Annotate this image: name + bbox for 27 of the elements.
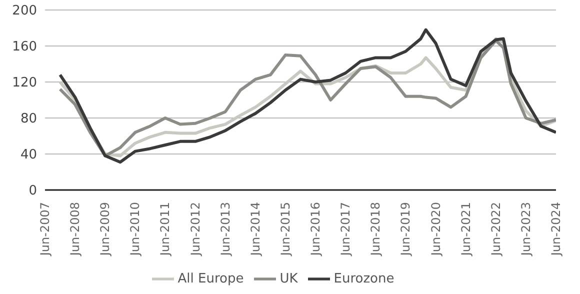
x-tick-label: Jun-2018	[368, 202, 383, 257]
x-tick-label: Jun-2014	[248, 202, 262, 257]
legend-label: Eurozone	[334, 272, 394, 287]
x-tick-label: Jun-2015	[278, 202, 292, 257]
x-tick-label: Jun-2022	[488, 202, 503, 257]
x-tick-label: Jun-2008	[68, 202, 82, 257]
x-tick-label: Jun-2023	[518, 202, 533, 257]
x-tick-label: Jun-2010	[128, 202, 142, 257]
y-tick-label: 40	[20, 148, 37, 163]
x-tick-label: Jun-2007	[38, 202, 52, 257]
x-tick-label: Jun-2016	[308, 202, 323, 257]
legend-label: All Europe	[178, 272, 244, 287]
x-tick-label: Jun-2009	[98, 202, 112, 257]
x-tick-label: Jun-2024	[549, 202, 563, 257]
x-tick-label: Jun-2019	[398, 202, 413, 257]
x-tick-label: Jun-2017	[338, 202, 353, 257]
x-tick-label: Jun-2011	[158, 202, 172, 257]
x-tick-label: Jun-2021	[458, 202, 473, 257]
legend-label: UK	[280, 272, 298, 287]
y-tick-label: 200	[12, 4, 37, 19]
y-tick-label: 0	[28, 184, 37, 199]
y-tick-label: 120	[12, 76, 37, 91]
x-tick-label: Jun-2012	[188, 202, 202, 257]
x-tick-label: Jun-2020	[428, 202, 443, 257]
x-tick-label: Jun-2013	[218, 202, 232, 257]
y-tick-label: 80	[20, 112, 37, 127]
y-tick-label: 160	[12, 40, 37, 55]
